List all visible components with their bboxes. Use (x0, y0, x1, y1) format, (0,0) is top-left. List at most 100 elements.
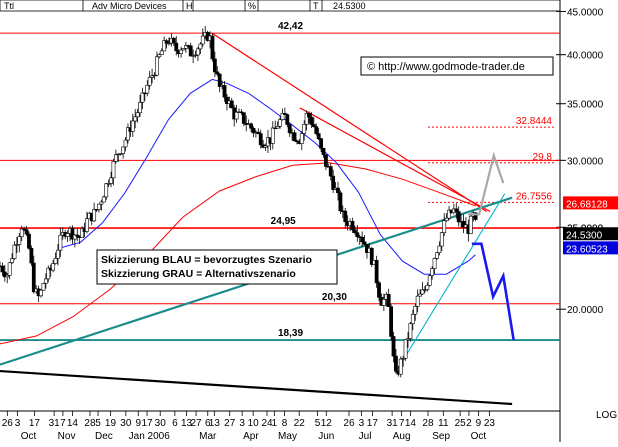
candle-body (75, 234, 80, 237)
candle-body (229, 100, 234, 109)
candle-body (391, 336, 396, 357)
candle-body (275, 126, 280, 129)
candle-body (210, 35, 215, 60)
candle-body (130, 120, 135, 132)
candle-body (420, 289, 425, 295)
level-label: 42,42 (278, 21, 303, 32)
candle-body (147, 77, 152, 86)
price-tag-label: 26.68128 (566, 199, 608, 210)
candle-body (239, 111, 244, 113)
x-day-label: 31 (49, 418, 61, 429)
candle-body (179, 49, 183, 54)
x-day-label: 28 (422, 418, 434, 429)
x-day-label: 17 (29, 418, 41, 429)
candle-body (111, 161, 116, 179)
candle-body (106, 183, 111, 185)
x-month-label: Nov (58, 431, 76, 442)
x-day-label: 30 (155, 418, 167, 429)
fib-level-label: 29.8 (533, 152, 553, 163)
header-field-t: T (313, 1, 319, 11)
level-label: 20,30 (322, 292, 347, 303)
candle-body (2, 271, 7, 278)
candle-body (7, 262, 12, 276)
candle-body (418, 293, 422, 297)
legend-gray-scenario: Skizzierung GRAU = Alternativszenario (101, 268, 296, 280)
candle-body (167, 42, 171, 45)
candle-body (432, 258, 437, 269)
x-day-label: 31 (387, 418, 399, 429)
candle-body (435, 252, 439, 259)
candle-body (415, 295, 420, 307)
candle-body (425, 284, 430, 290)
candle-body (140, 92, 145, 103)
candle-body (299, 133, 304, 144)
candle-body (377, 282, 381, 298)
candle-body (135, 112, 140, 118)
price-tag-box (563, 196, 618, 210)
candle-body (41, 283, 46, 291)
candle-body (386, 294, 391, 307)
level-label: 18,39 (278, 328, 303, 339)
candle-body (442, 220, 447, 234)
candle-body (138, 102, 142, 114)
price-series (0, 25, 478, 378)
x-day-label: 11 (438, 418, 449, 429)
x-day-label: 14 (67, 418, 79, 429)
candle-body (85, 218, 89, 232)
candle-body (155, 56, 159, 76)
candle-body (145, 85, 150, 94)
x-month-label: Jan 2006 (129, 431, 171, 442)
candle-body (437, 245, 442, 253)
x-day-label: 6 (205, 418, 211, 429)
trend-line (211, 32, 487, 212)
candle-body (212, 58, 217, 73)
x-day-label: 3 (239, 418, 245, 429)
x-day-label: 13 (209, 418, 221, 429)
candle-body (319, 138, 323, 149)
y-tick-label: 45.0000 (567, 7, 604, 18)
candle-body (258, 133, 263, 146)
candle-body (314, 126, 319, 134)
candle-body (311, 124, 316, 127)
x-day-label: 13 (181, 418, 193, 429)
fib-level-label: 32.8444 (516, 116, 553, 127)
candle-body (282, 113, 287, 115)
candle-body (43, 278, 48, 284)
candle-body (295, 140, 299, 142)
x-month-label: May (278, 431, 297, 442)
candle-body (287, 124, 292, 134)
candle-body (381, 299, 386, 306)
x-day-label: 26 (2, 418, 14, 429)
candle-body (17, 236, 22, 245)
x-day-label: 7 (399, 418, 405, 429)
x-day-label: 12 (321, 418, 333, 429)
candle-body (408, 323, 413, 339)
candle-body (413, 306, 418, 315)
x-month-label: Jun (318, 431, 334, 442)
candle-body (241, 112, 246, 124)
candle-body (355, 232, 360, 238)
candle-body (174, 42, 179, 52)
candle-body (157, 54, 162, 58)
header-field-pct: % (248, 1, 256, 11)
candle-body (280, 113, 285, 120)
scenario-gray-path (468, 151, 505, 216)
trend-line (299, 107, 491, 212)
x-day-label: 2 (466, 418, 472, 429)
candle-body (350, 221, 355, 231)
candle-body (29, 248, 34, 264)
x-day-label: 9 (135, 418, 141, 429)
trend-line (0, 369, 513, 406)
scenario-sketches (468, 151, 515, 341)
copyright-box: © http://www.godmode-trader.de (360, 56, 554, 76)
candle-body (164, 40, 169, 44)
candle-body (113, 154, 118, 162)
moving-averages (0, 78, 476, 345)
y-tick-label: 40.0000 (567, 51, 604, 62)
candle-body (217, 73, 222, 87)
candle-body (331, 175, 336, 190)
copyright-text: © http://www.godmode-trader.de (367, 61, 525, 73)
y-tick-label: 30.0000 (567, 156, 604, 167)
